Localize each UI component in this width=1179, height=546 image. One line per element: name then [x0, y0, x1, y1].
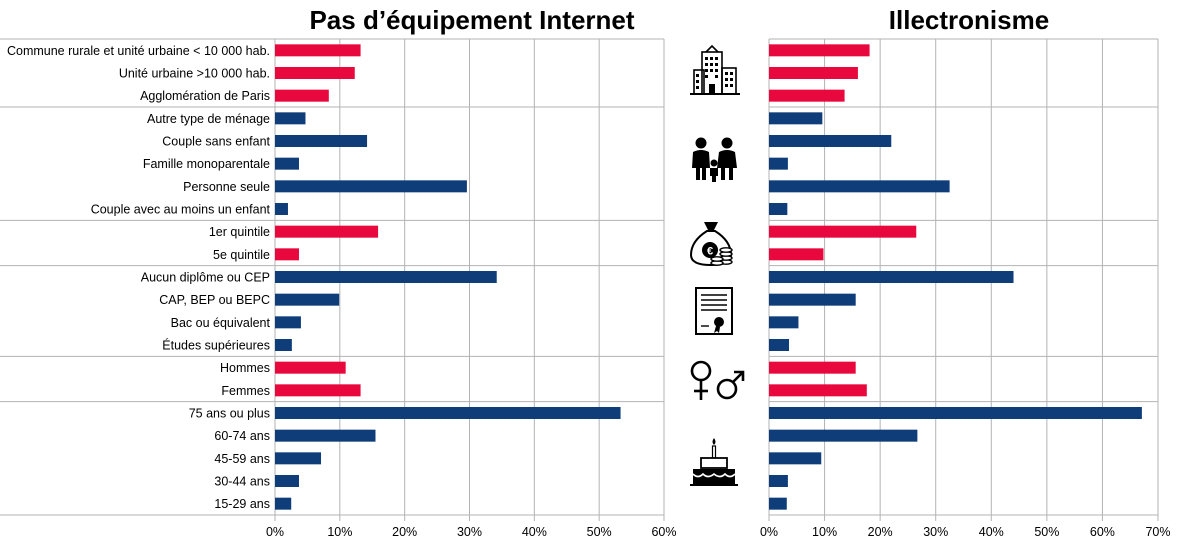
right-bar — [769, 135, 892, 147]
right-x-tick-label: 30% — [923, 525, 948, 539]
right-x-tick-label: 50% — [1034, 525, 1059, 539]
left-bar — [275, 44, 361, 57]
category-label: 15-29 ans — [214, 497, 270, 511]
category-label: 5e quintile — [213, 248, 270, 262]
left-bar — [275, 271, 497, 283]
right-bar — [769, 89, 845, 102]
category-label: Personne seule — [183, 180, 270, 194]
right-chart-plot: 0% 10% 20% 30% 40% 50% 60% 70% — [760, 38, 1171, 539]
gender-symbols-icon — [690, 360, 745, 400]
right-bar — [769, 225, 917, 238]
right-bar — [769, 271, 1014, 283]
right-bar — [769, 293, 856, 306]
category-label: Aucun diplôme ou CEP — [141, 271, 270, 285]
left-chart-title: Pas d’équipement Internet — [309, 5, 634, 35]
right-bar — [769, 429, 918, 442]
category-label: 1er quintile — [209, 225, 270, 239]
right-bar — [769, 339, 790, 351]
money-bag-icon: € — [689, 222, 733, 267]
category-label: 45-59 ans — [214, 452, 270, 466]
left-bar — [275, 316, 301, 329]
right-bar — [769, 248, 824, 261]
category-label: Hommes — [220, 361, 270, 375]
right-bar — [769, 475, 788, 487]
left-x-tick-label: 10% — [327, 525, 352, 539]
category-label: Études supérieures — [162, 338, 270, 353]
left-x-tick-label: 30% — [457, 525, 482, 539]
city-buildings-icon — [690, 44, 740, 95]
category-label: 30-44 ans — [214, 475, 270, 489]
left-bar — [275, 475, 299, 487]
left-x-tick-label: 50% — [587, 525, 612, 539]
left-bar — [275, 497, 292, 510]
left-bar — [275, 89, 329, 102]
right-chart-title: Illectronisme — [889, 5, 1049, 35]
category-label: Couple sans enfant — [162, 135, 270, 149]
right-bar — [769, 203, 788, 215]
right-x-tick-label: 10% — [812, 525, 837, 539]
left-bar — [275, 293, 340, 306]
category-label: 60-74 ans — [214, 429, 270, 443]
category-label: Unité urbaine >10 000 hab. — [119, 67, 270, 81]
left-x-tick-label: 0% — [266, 525, 284, 539]
category-label: Femmes — [221, 384, 270, 398]
right-bar — [769, 497, 787, 510]
left-bar — [275, 135, 368, 147]
left-bar — [275, 67, 355, 79]
left-x-tick-label: 20% — [392, 525, 417, 539]
right-bar — [769, 180, 950, 193]
right-bar — [769, 384, 867, 397]
left-x-tick-label: 60% — [651, 525, 676, 539]
category-label: Commune rurale et unité urbaine < 10 000… — [7, 44, 270, 58]
left-bar — [275, 203, 288, 215]
left-x-tick-label: 40% — [522, 525, 547, 539]
right-bar — [769, 316, 799, 329]
right-bar — [769, 361, 856, 374]
diploma-icon — [695, 287, 733, 335]
right-bar — [769, 67, 858, 79]
left-bar — [275, 361, 346, 374]
left-bar — [275, 225, 379, 238]
right-bar — [769, 407, 1142, 419]
left-bar — [275, 157, 299, 170]
category-label: Couple avec au moins un enfant — [91, 203, 271, 217]
left-bar — [275, 112, 306, 125]
right-x-tick-label: 70% — [1145, 525, 1170, 539]
left-chart-plot: Commune rurale et unité urbaine < 10 000… — [0, 38, 677, 539]
left-bar — [275, 248, 299, 261]
category-label: Autre type de ménage — [147, 112, 270, 126]
birthday-cake-icon — [690, 438, 738, 486]
left-bar — [275, 429, 376, 442]
svg-text:€: € — [707, 246, 713, 258]
left-bar — [275, 407, 621, 419]
right-bar — [769, 452, 822, 465]
left-bar — [275, 452, 322, 465]
category-label: Bac ou équivalent — [171, 316, 271, 330]
left-bar — [275, 384, 361, 397]
category-label: Famille monoparentale — [143, 157, 270, 171]
family-icon — [692, 137, 737, 182]
right-bar — [769, 157, 788, 170]
right-x-tick-label: 40% — [979, 525, 1004, 539]
right-bar — [769, 44, 870, 57]
group-icons: € — [689, 44, 745, 486]
right-x-tick-label: 0% — [760, 525, 778, 539]
left-bar — [275, 180, 467, 193]
left-bar — [275, 339, 292, 351]
category-label: Agglomération de Paris — [140, 89, 270, 103]
category-label: 75 ans ou plus — [189, 407, 270, 421]
right-x-tick-label: 20% — [868, 525, 893, 539]
right-x-tick-label: 60% — [1090, 525, 1115, 539]
right-bar — [769, 112, 823, 125]
category-label: CAP, BEP ou BEPC — [159, 293, 270, 307]
